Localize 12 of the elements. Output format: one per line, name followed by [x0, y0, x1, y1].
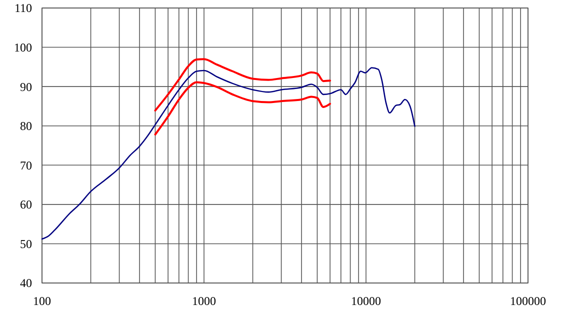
y-tick-label: 80: [20, 119, 32, 134]
y-tick-label: 90: [20, 80, 32, 94]
x-tick-label: 1000: [192, 294, 216, 308]
y-tick-label: 70: [20, 158, 32, 172]
y-tick-label: 50: [20, 236, 32, 251]
y-tick-label: 40: [20, 276, 32, 290]
x-tick-label: 100: [33, 294, 51, 308]
y-tick-label: 100: [14, 40, 32, 54]
y-tick-label: 110: [14, 1, 32, 16]
x-tick-label: 10000: [351, 294, 381, 308]
x-tick-label: 100000: [510, 294, 546, 308]
y-tick-label: 60: [20, 198, 32, 212]
